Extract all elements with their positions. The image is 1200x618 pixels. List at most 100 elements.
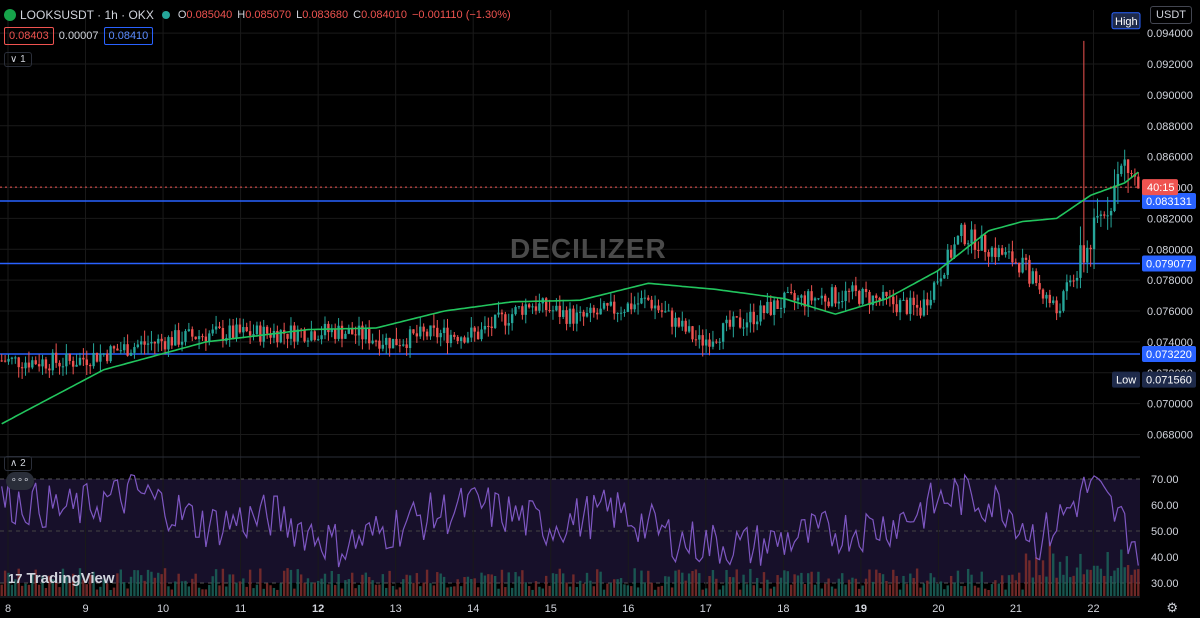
candle [647,297,650,300]
candle [790,292,793,294]
time-tick: 8 [5,603,11,615]
volume-bar [1069,577,1072,596]
volume-bar [589,580,592,596]
candle [191,329,194,337]
spread-value: 0.00007 [58,30,99,42]
candle [78,357,82,365]
volume-bar [187,586,191,596]
high-label: H [237,9,246,21]
candle [483,325,487,330]
candle [939,278,943,282]
volume-bar [303,582,306,596]
volume-bar [810,571,813,596]
candle [136,344,140,348]
candle [361,325,364,340]
volume-bar [218,585,221,596]
volume-bar [82,579,85,596]
candle [1123,159,1126,166]
candle [442,327,446,334]
volume-bar [667,576,670,596]
volume-bar [994,580,997,596]
volume-bar [704,588,708,596]
volume-bar [803,584,806,596]
candle [824,295,827,302]
volume-bar [463,577,466,596]
volume-bar [606,583,609,596]
candle [37,364,41,367]
price-axis[interactable]: 0.0680000.0700000.0720000.0740000.076000… [1111,0,1200,600]
candle [949,249,953,258]
volume-bar [1099,568,1103,596]
volume-bar [167,586,170,596]
candle [980,235,983,251]
main-pane-toggle[interactable]: ∨ 1 [4,52,32,67]
candle [1038,283,1041,290]
volume-bar [163,568,167,596]
candle [817,298,820,300]
countdown-bg [1142,179,1178,196]
volume-bar [619,578,623,596]
time-axis[interactable]: 8 9 10 11 12 13 14 15 16 17 18 19 20 21 22 [0,596,1140,615]
gear-icon[interactable]: ⚙ [1166,600,1178,615]
candle [973,229,977,250]
candle [912,297,915,305]
high-value: 0.085070 [245,9,292,21]
candle [735,316,738,318]
symbol-title[interactable]: LOOKSUSDT · 1h · OKX [20,8,154,22]
volume-bar [514,572,517,596]
buy-button[interactable]: 0.08410 [103,27,154,45]
candle [640,298,643,304]
bid-ask: 0.08403 0.00007 0.08410 [4,27,154,45]
rsi-tick: 30.00 [1151,578,1179,590]
candle [235,324,238,338]
candle [391,338,395,349]
currency-button[interactable]: USDT [1150,6,1192,24]
time-tick: 9 [82,603,88,615]
candle [344,333,347,339]
candle [626,303,630,312]
volume-bar [177,573,180,596]
sell-button[interactable]: 0.08403 [4,27,54,45]
volume-bar [742,574,745,596]
candle [493,314,497,328]
volume-bar [7,572,10,596]
candle [1109,210,1113,216]
time-tick: 14 [467,603,479,615]
low-value: 0.083680 [302,9,349,21]
volume-bar [425,569,429,596]
level-lines [0,200,1140,355]
candle [510,314,514,324]
volume-bar [851,577,854,596]
more-options-button[interactable]: ∘∘∘ [6,472,34,490]
candle [395,338,398,346]
candle [17,357,20,368]
rsi-pane-toggle[interactable]: ∧ 2 [4,456,32,471]
volume-bar [368,577,371,596]
candle [248,331,252,336]
candle [378,340,381,349]
volume-bar [299,574,303,596]
time-tick: 21 [1010,603,1022,615]
time-tick: 22 [1087,603,1099,615]
tradingview-logo[interactable]: 17 TradingView [8,570,115,587]
volume-bar [776,575,779,596]
volume-bar [41,575,44,596]
volume-bar [3,570,7,596]
candle [623,311,626,313]
candle [606,303,609,306]
time-tick: 13 [390,603,402,615]
rsi-tick: 70.00 [1151,474,1179,486]
candle [374,340,378,342]
candle [208,333,211,342]
candle [7,358,10,362]
level-label: 0.079077 [1146,259,1192,271]
volume-bar [1120,549,1123,596]
volume-bar [878,572,881,596]
volume-bar [834,588,837,596]
candle [922,299,926,316]
candle [170,337,174,346]
candle [65,353,68,367]
volume-bar [1133,569,1137,596]
candle [810,291,813,301]
